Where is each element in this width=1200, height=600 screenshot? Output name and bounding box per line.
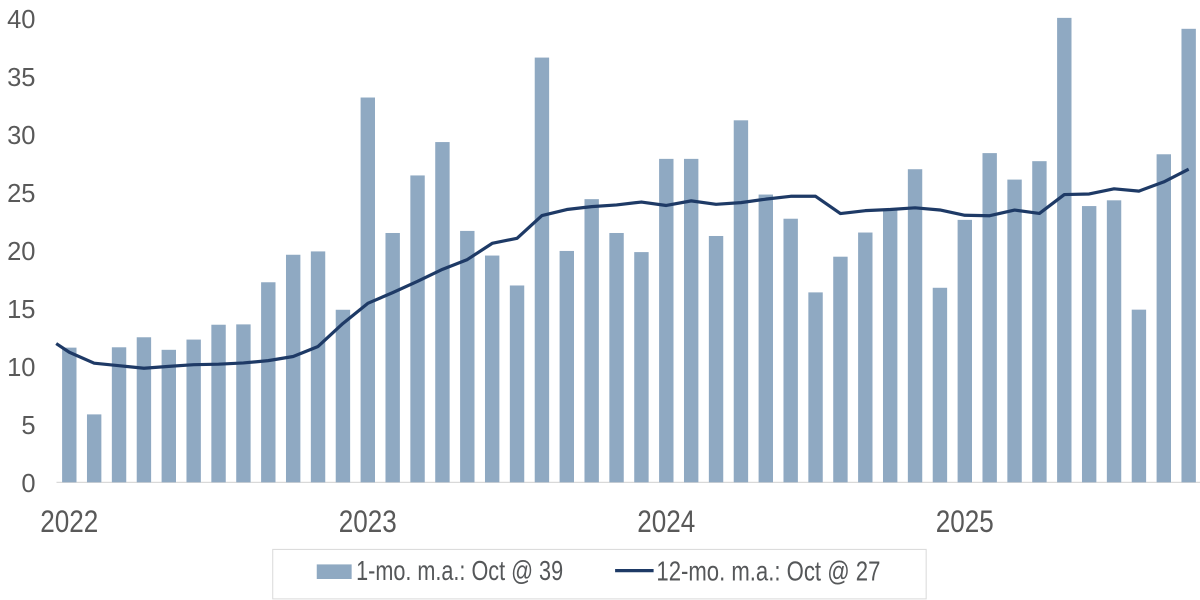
svg-text:1-mo. m.a.: Oct @ 39: 1-mo. m.a.: Oct @ 39 bbox=[356, 555, 563, 586]
svg-text:2024: 2024 bbox=[637, 503, 695, 539]
svg-text:12-mo. m.a.: Oct @ 27: 12-mo. m.a.: Oct @ 27 bbox=[656, 556, 880, 587]
svg-text:40: 40 bbox=[7, 6, 35, 34]
svg-text:15: 15 bbox=[7, 296, 35, 324]
svg-text:35: 35 bbox=[7, 64, 35, 92]
svg-text:2023: 2023 bbox=[339, 503, 397, 539]
svg-text:2025: 2025 bbox=[936, 503, 994, 539]
svg-text:25: 25 bbox=[7, 180, 35, 208]
svg-text:5: 5 bbox=[21, 412, 35, 440]
svg-text:30: 30 bbox=[7, 122, 35, 150]
svg-text:10: 10 bbox=[7, 354, 35, 382]
svg-text:20: 20 bbox=[7, 238, 35, 266]
svg-text:0: 0 bbox=[21, 470, 35, 498]
svg-text:2022: 2022 bbox=[40, 503, 98, 539]
